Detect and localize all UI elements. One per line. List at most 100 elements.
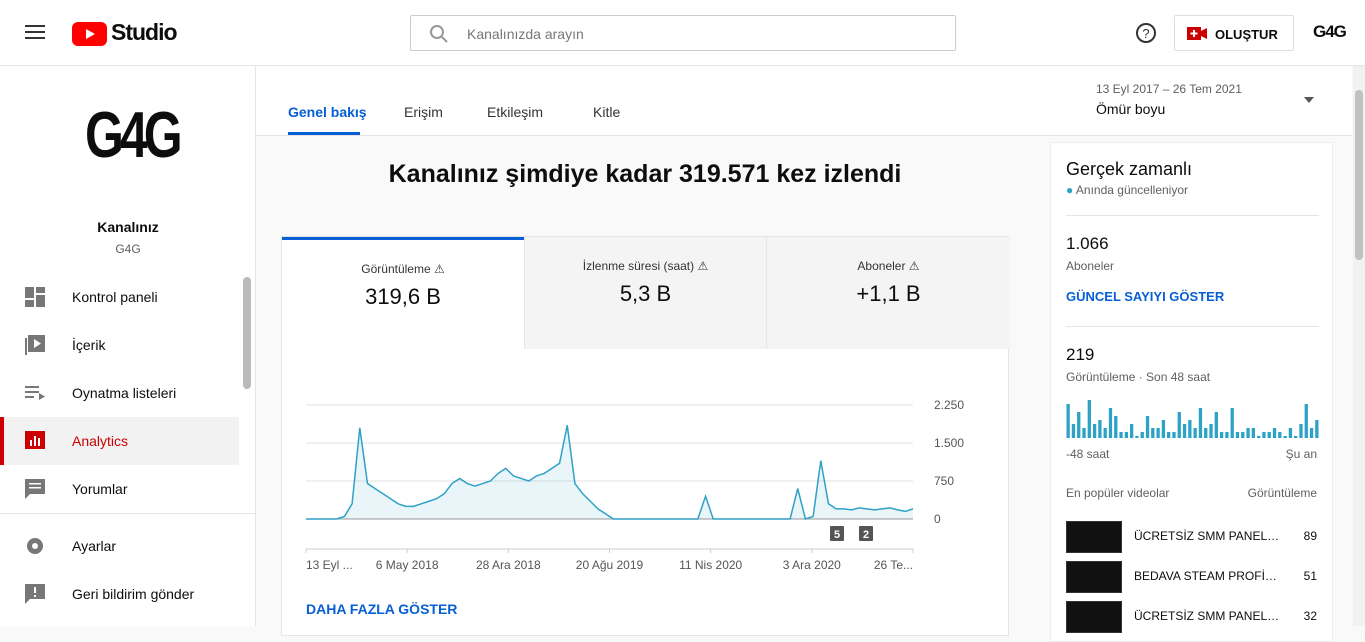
realtime-card: Gerçek zamanlı ● Anında güncelleniyor 1.… <box>1050 142 1333 642</box>
area <box>306 425 913 519</box>
bar <box>1193 428 1197 438</box>
date-range: 13 Eyl 2017 – 26 Tem 2021 <box>1096 82 1242 96</box>
bar <box>1092 424 1097 438</box>
bar <box>1135 436 1139 438</box>
nav-item[interactable]: Geri bildirim gönder <box>0 570 239 618</box>
nav-item[interactable]: Kontrol paneli <box>0 273 239 321</box>
nav-item[interactable]: Oynatma listeleri <box>0 369 239 417</box>
nav-item[interactable]: İçerik <box>0 321 239 369</box>
overview-card: Görüntüleme ⚠ 319,6 B İzlenme süresi (saa… <box>281 236 1010 636</box>
nav-item[interactable]: Yorumlar <box>0 465 239 513</box>
bar <box>1066 404 1070 438</box>
bar <box>1145 416 1150 438</box>
y-tick-label: 1.500 <box>934 436 964 450</box>
bar <box>1119 432 1123 438</box>
help-icon[interactable]: ? <box>1135 22 1157 44</box>
x-tick-label: 26 Te... <box>874 558 913 572</box>
bar <box>1267 432 1271 438</box>
video-thumbnail[interactable] <box>1066 521 1122 553</box>
bar <box>1177 412 1181 438</box>
video-thumbnail[interactable] <box>1066 601 1122 633</box>
metric-tab[interactable]: Aboneler ⚠ +1,1 B <box>766 237 1010 349</box>
bar <box>1225 432 1229 438</box>
axis-end: Şu an <box>1285 447 1317 461</box>
video-views: 32 <box>1303 609 1317 623</box>
search-box[interactable]: Kanalınızda arayın <box>410 15 956 51</box>
tab[interactable]: Erişim <box>404 104 443 120</box>
annotation-label: 5 <box>834 529 840 541</box>
svg-text:?: ? <box>1142 26 1149 41</box>
tab[interactable]: Kitle <box>593 104 621 120</box>
y-tick-label: 2.250 <box>934 398 964 412</box>
bar <box>1214 412 1218 438</box>
nav-label: Yorumlar <box>72 481 128 497</box>
search-icon <box>430 25 448 43</box>
subscriber-label: Aboneler <box>1066 259 1115 273</box>
video-title[interactable]: ÜCRETSİZ SMM PANEL… <box>1134 529 1280 543</box>
bar <box>1246 428 1250 438</box>
views-label: Görüntüleme · Son 48 saat <box>1066 370 1211 384</box>
tab-selected[interactable]: Genel bakış <box>288 104 367 120</box>
show-more-link[interactable]: DAHA FAZLA GÖSTER <box>306 601 458 617</box>
metric-value: 5,3 B <box>619 281 672 306</box>
scrollbar[interactable] <box>243 277 251 389</box>
nav-item-selected[interactable]: Analytics <box>0 417 239 465</box>
video-thumbnail[interactable] <box>1066 561 1122 593</box>
bar <box>1278 432 1282 438</box>
create-label: OLUŞTUR <box>1215 27 1278 42</box>
bar <box>1082 428 1086 438</box>
bar <box>1209 424 1213 438</box>
channel-title: Kanalınız <box>97 219 159 235</box>
subscriber-count: 1.066 <box>1066 234 1109 253</box>
metric-tab[interactable]: İzlenme süresi (saat) ⚠ 5,3 B <box>524 237 766 349</box>
headline: Kanalınız şimdiye kadar 319.571 kez izle… <box>388 160 902 188</box>
dropdown-arrow[interactable] <box>1304 97 1316 105</box>
bar <box>1087 400 1091 438</box>
bar <box>1103 428 1107 438</box>
bar <box>1071 424 1076 438</box>
channel-name: G4G <box>115 242 141 256</box>
bar <box>1077 412 1081 438</box>
video-title[interactable]: BEDAVA STEAM PROFİ… <box>1134 569 1277 583</box>
tab-bar: Genel bakış Erişim Etkileşim Kitle 13 Ey… <box>256 66 1352 136</box>
bar <box>1309 428 1314 438</box>
x-tick-label: 6 May 2018 <box>376 558 439 572</box>
bar <box>1315 420 1319 438</box>
channel-logo[interactable]: G4G <box>85 98 183 172</box>
bar <box>1241 432 1245 438</box>
x-tick-label: 13 Eyl ... <box>306 558 353 572</box>
camera-icon <box>1187 27 1207 40</box>
top-videos-metric: Görüntüleme <box>1247 486 1317 500</box>
video-title[interactable]: ÜCRETSİZ SMM PANEL… <box>1134 609 1280 623</box>
x-tick-label: 11 Nis 2020 <box>679 558 742 572</box>
bar <box>1156 428 1160 438</box>
avatar[interactable]: G4G <box>1313 22 1347 41</box>
top-bar: Studio Kanalınızda arayın ? OLUŞTUR G4G <box>0 0 1365 66</box>
youtube-logo[interactable] <box>72 22 108 46</box>
nav-label: Ayarlar <box>72 538 117 554</box>
y-tick-label: 0 <box>934 512 941 526</box>
page-scrollbar <box>1353 66 1365 626</box>
bar <box>1098 420 1102 438</box>
bar <box>1262 432 1266 438</box>
bar <box>1272 428 1277 438</box>
x-tick-label: 20 Ağu 2019 <box>576 558 644 572</box>
y-tick-label: 750 <box>934 474 954 488</box>
bar <box>1124 432 1128 438</box>
bar <box>1288 428 1293 438</box>
create-button[interactable]: OLUŞTUR <box>1174 15 1294 51</box>
metric-value: 319,6 B <box>365 284 441 309</box>
tab[interactable]: Etkileşim <box>487 104 544 120</box>
nav-item[interactable]: Ayarlar <box>0 522 239 570</box>
show-count-link[interactable]: GÜNCEL SAYIYI GÖSTER <box>1066 289 1225 304</box>
metric-tab[interactable]: Görüntüleme ⚠ 319,6 B <box>282 237 524 349</box>
bar <box>1283 436 1287 438</box>
date-label[interactable]: Ömür boyu <box>1096 101 1166 117</box>
menu-icon[interactable] <box>25 24 47 42</box>
bar <box>1172 432 1176 438</box>
realtime-bars <box>1066 400 1319 438</box>
metric-label: Aboneler <box>857 259 906 273</box>
bar <box>1198 408 1203 438</box>
bar <box>1294 436 1298 438</box>
